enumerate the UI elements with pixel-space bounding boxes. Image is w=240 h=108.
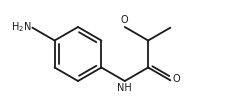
Text: O: O bbox=[172, 74, 180, 84]
Text: H$_2$N: H$_2$N bbox=[11, 20, 31, 34]
Text: O: O bbox=[121, 15, 129, 25]
Text: NH: NH bbox=[117, 83, 132, 93]
